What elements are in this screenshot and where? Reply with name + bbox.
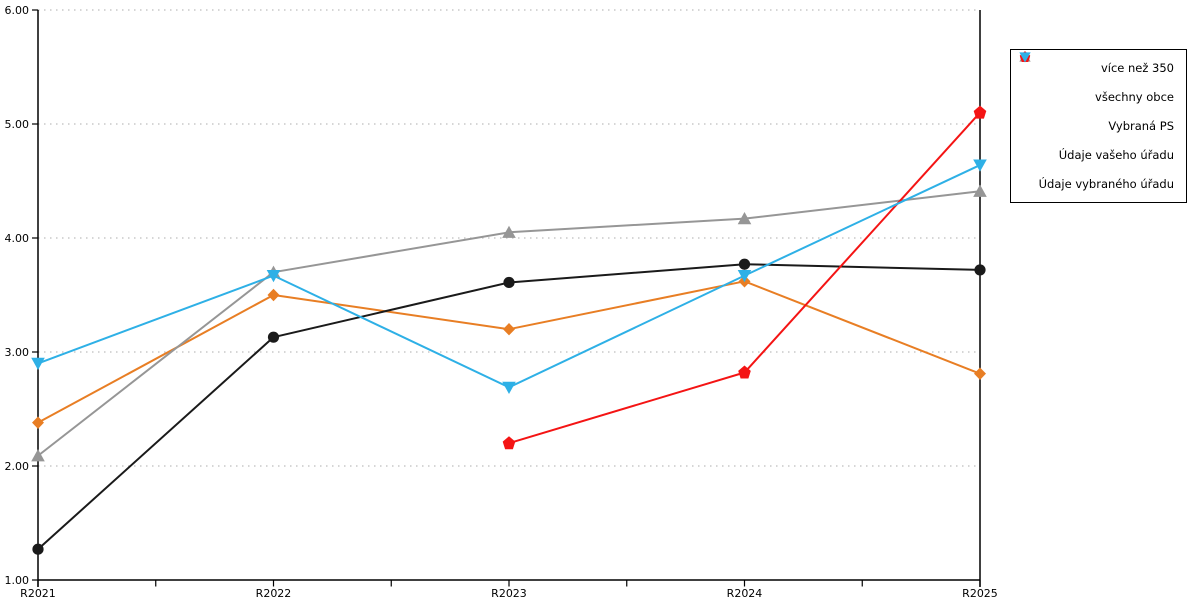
x-axis-tick-label: R2025 <box>962 587 998 600</box>
y-tick-labels: 1.00 2.00 3.00 4.00 5.00 6.00 <box>5 4 38 587</box>
series-line <box>37 263 981 550</box>
legend-item: Vybraná PS <box>1011 51 1186 138</box>
y-axis-tick-label: 4.00 <box>5 232 30 245</box>
data-point-marker <box>32 543 44 555</box>
data-point-marker <box>266 270 281 283</box>
data-point-marker <box>973 105 987 119</box>
data-point-marker <box>974 264 986 276</box>
data-point-marker <box>503 276 515 289</box>
data-point-marker <box>503 323 515 336</box>
data-point-marker <box>502 225 516 238</box>
legend-item: všechny obce <box>1011 52 1186 109</box>
y-axis-tick-label: 6.00 <box>5 4 30 17</box>
x-axis-tick-label: R2022 <box>256 587 292 600</box>
series-line <box>37 280 981 424</box>
legend-item-label: všechny obce <box>1095 90 1174 105</box>
data-point-marker <box>32 416 44 429</box>
data-point-marker <box>974 367 986 380</box>
data-point-marker <box>737 270 752 283</box>
legend-item-label: Údaje vašeho úřadu <box>1058 147 1174 162</box>
data-point-marker <box>31 357 45 370</box>
x-axis-tick-label: R2021 <box>20 587 56 600</box>
series-3 <box>31 184 987 462</box>
series-5 <box>31 159 987 394</box>
y-axis-tick-label: 3.00 <box>5 346 30 359</box>
data-point-marker <box>502 436 516 450</box>
legend-item-label: více než 350 <box>1100 61 1174 76</box>
x-tick-labels: R2021 R2022 R2023 R2024 R2025 <box>20 580 998 600</box>
data-point-marker <box>973 184 987 197</box>
series-4 <box>502 105 987 450</box>
series-2 <box>32 258 986 555</box>
triangle-down-legend-marker-icon <box>1019 52 1031 63</box>
data-point-marker <box>267 331 280 343</box>
y-axis-tick-label: 1.00 <box>5 574 30 587</box>
y-axis-tick-label: 2.00 <box>5 460 30 473</box>
axes <box>37 10 981 587</box>
x-axis-tick-label: R2023 <box>491 587 527 600</box>
data-point-marker <box>502 381 516 394</box>
data-point-marker <box>31 449 45 462</box>
data-point-marker <box>738 365 751 379</box>
data-point-marker <box>267 288 280 302</box>
legend-item: více než 350 <box>1011 51 1186 80</box>
legend-item-label: Vybraná PS <box>1108 118 1174 133</box>
legend: více než 350 všechny obce Vybraná PS Údaje … <box>1010 49 1187 203</box>
series-line <box>37 164 981 389</box>
gridlines <box>38 9 976 467</box>
legend-item: Údaje vybraného úřadu <box>1011 52 1186 196</box>
legend-item: Údaje vašeho úřadu <box>1011 51 1186 167</box>
data-point-marker <box>973 159 987 172</box>
data-point-marker <box>737 212 752 225</box>
x-axis-tick-label: R2024 <box>727 587 763 600</box>
legend-item-label: Údaje vybraného úřadu <box>1038 176 1174 191</box>
y-axis-tick-label: 5.00 <box>5 118 30 131</box>
data-point-marker <box>738 258 751 270</box>
